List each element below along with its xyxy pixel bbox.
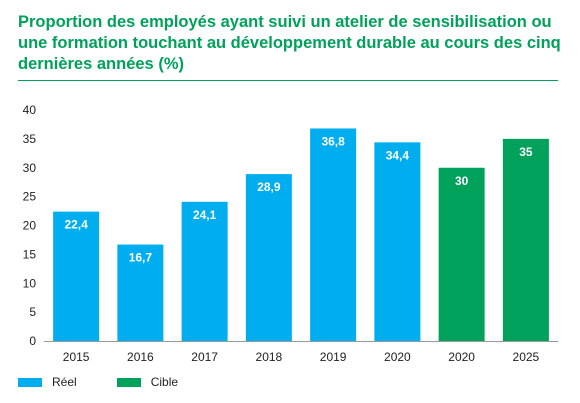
x-tick-label: 2020 [448, 350, 475, 364]
bar-2025-cible [502, 138, 549, 341]
x-tick-label: 2020 [384, 350, 411, 364]
y-tick-label: 5 [29, 305, 36, 319]
bar-value-label: 30 [455, 174, 469, 188]
x-tick-label: 2025 [513, 350, 540, 364]
bar-value-label: 28,9 [257, 180, 281, 194]
legend-swatch-reel [18, 377, 42, 387]
y-tick-label: 20 [23, 219, 37, 233]
y-tick-label: 15 [23, 247, 37, 261]
bar-2015-reel [53, 211, 100, 341]
legend-label-reel: Réel [52, 375, 77, 389]
bar-value-label: 22,4 [64, 218, 88, 232]
bar-2018-reel [245, 174, 292, 341]
legend-swatch-cible [116, 377, 141, 387]
legend-item-reel: Réel [18, 375, 77, 389]
bar-value-label: 35 [519, 145, 533, 159]
x-tick-label: 2018 [256, 350, 283, 364]
bar-2020-cible [438, 167, 485, 341]
bar-value-label: 34,4 [386, 148, 410, 162]
bar-value-label: 24,1 [193, 208, 217, 222]
chart-legend: Réel Cible [18, 375, 218, 389]
bar-2016-reel [117, 244, 164, 341]
x-tick-label: 2017 [191, 350, 218, 364]
legend-item-cible: Cible [116, 375, 179, 389]
y-tick-label: 30 [23, 161, 37, 175]
bar-2020-reel [374, 142, 421, 341]
y-tick-label: 0 [29, 334, 36, 348]
bar-value-label: 36,8 [321, 134, 345, 148]
x-tick-label: 2015 [63, 350, 90, 364]
y-tick-label: 35 [23, 132, 37, 146]
title-divider [18, 80, 558, 81]
bar-value-label: 16,7 [129, 251, 153, 265]
x-tick-label: 2019 [320, 350, 347, 364]
x-tick-label: 2016 [127, 350, 154, 364]
y-tick-label: 10 [23, 276, 37, 290]
bar-2017-reel [181, 201, 228, 341]
legend-label-cible: Cible [150, 375, 179, 389]
chart-title: Proportion des employés ayant suivi un a… [18, 13, 561, 73]
bar-2019-reel [310, 128, 357, 341]
y-tick-label: 40 [23, 103, 37, 117]
y-tick-label: 25 [23, 190, 37, 204]
